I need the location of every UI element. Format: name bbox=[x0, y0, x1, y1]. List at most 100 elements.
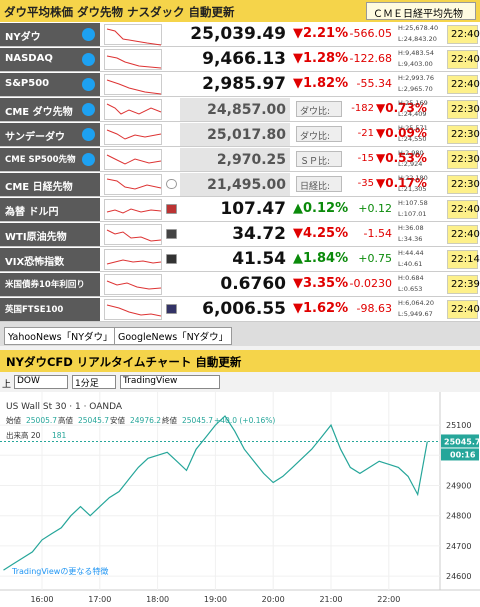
volume-label: 出来高 20 bbox=[6, 430, 41, 440]
change: -566.05 bbox=[349, 27, 392, 40]
change-pct: ▼1.82% bbox=[293, 76, 349, 91]
sparkline bbox=[104, 299, 162, 320]
low: L:40.61 bbox=[398, 260, 423, 268]
change: -15 bbox=[357, 153, 374, 164]
twitter-icon[interactable] bbox=[82, 28, 95, 41]
time: 22:40 bbox=[447, 25, 480, 44]
price: 25,039.49 bbox=[190, 24, 286, 44]
row-name: NASDAQ bbox=[0, 48, 100, 71]
change-pct: ▼1.28% bbox=[293, 51, 349, 66]
quote-row: CME 日経先物 21,495.00 日経比: -35 ▼0.17% H:22,180 L:… bbox=[0, 172, 480, 197]
side-label: 上 bbox=[2, 380, 12, 390]
time: 22:40 bbox=[447, 75, 480, 94]
high: H:2,993.76 bbox=[398, 74, 435, 82]
time: 22:30 bbox=[447, 125, 480, 144]
change-pct: ▼0.17% bbox=[376, 176, 427, 190]
x-tick-label: 18:00 bbox=[146, 595, 169, 604]
sparkline bbox=[104, 224, 162, 245]
link[interactable]: GoogleNews「NYダウ」 bbox=[114, 327, 233, 345]
change: +0.75 bbox=[358, 252, 392, 265]
time: 22:14 bbox=[447, 250, 480, 269]
sparkline bbox=[104, 274, 162, 295]
change: -1.54 bbox=[363, 227, 392, 240]
time: 22:40 bbox=[447, 300, 480, 319]
section-title: NYダウCFD リアルタイムチャート 自動更新 bbox=[6, 355, 242, 369]
price: 21,495.00 bbox=[180, 173, 290, 196]
section-bar: NYダウCFD リアルタイムチャート 自動更新 bbox=[0, 350, 480, 372]
low: L:9,403.00 bbox=[398, 60, 433, 68]
quote-row: NASDAQ 9,466.13 ▼1.28% -122.68 H:9,483.54 L:9… bbox=[0, 47, 480, 72]
sparkline bbox=[104, 174, 162, 195]
row-name: NYダウ bbox=[0, 23, 100, 46]
change: -0.0230 bbox=[349, 277, 392, 290]
sparkline bbox=[104, 249, 162, 270]
footer-link[interactable]: TradingViewの更なる特徴 bbox=[11, 566, 108, 576]
flag-icon bbox=[166, 229, 177, 239]
ohlc-value: 25045.7 bbox=[182, 416, 213, 425]
ohlc-label: 安値 bbox=[110, 415, 125, 425]
last-price: 25045.7 bbox=[444, 437, 480, 446]
quote-row: WTI原油先物 34.72 ▼4.25% -1.54 H:36.08 L:34.36 22:… bbox=[0, 222, 480, 247]
change: -122.68 bbox=[349, 52, 392, 65]
sparkline bbox=[104, 124, 162, 145]
quote-row: CME ダウ先物 24,857.00 ダウ比: -182 ▼0.73% H:25,169 L… bbox=[0, 97, 480, 122]
high: H:25,571 bbox=[398, 124, 428, 132]
source-select[interactable]: TradingView bbox=[120, 375, 220, 389]
flag-icon bbox=[166, 304, 177, 314]
nikkei-button[interactable]: ＣＭＥ日経平均先物 bbox=[366, 2, 476, 20]
compare-label: ＳＰ比: bbox=[296, 151, 342, 167]
low: L:107.01 bbox=[398, 210, 427, 218]
high: H:22,180 bbox=[398, 174, 428, 182]
price: 41.54 bbox=[232, 249, 286, 269]
symbol-select[interactable]: DOW bbox=[14, 375, 68, 389]
twitter-icon[interactable] bbox=[82, 53, 95, 66]
quote-row: 英国FTSE100 6,006.55 ▼1.62% -98.63 H:6,064.20 L… bbox=[0, 297, 480, 322]
twitter-icon[interactable] bbox=[82, 153, 95, 166]
row-name: 為替 ドル円 bbox=[0, 198, 100, 221]
change: -21 bbox=[357, 128, 374, 139]
link-bar: YahooNews「NYダウ」 GoogleNews「NYダウ」 bbox=[0, 322, 480, 346]
ohlc-value: 24976.2 bbox=[130, 416, 161, 425]
twitter-icon[interactable] bbox=[82, 103, 95, 116]
time: 22:39 bbox=[447, 275, 480, 294]
header-title: ダウ平均株価 ダウ先物 ナスダック 自動更新 bbox=[4, 5, 235, 19]
quote-row: 米国債券10年利回り 0.6760 ▼3.35% -0.0230 H:0.684 L:0.… bbox=[0, 272, 480, 297]
x-tick-label: 20:00 bbox=[262, 595, 285, 604]
time: 22:40 bbox=[447, 50, 480, 69]
compare-label: ダウ比: bbox=[296, 126, 342, 142]
change: -55.34 bbox=[356, 77, 392, 90]
row-name: サンデーダウ bbox=[0, 123, 100, 146]
twitter-icon[interactable] bbox=[82, 128, 95, 141]
quote-row: サンデーダウ 25,017.80 ダウ比: -21 ▼0.09% H:25,571 L:24… bbox=[0, 122, 480, 147]
quote-row: S&P500 2,985.97 ▼1.82% -55.34 H:2,993.76 L:2,… bbox=[0, 72, 480, 97]
low: L:2,965.70 bbox=[398, 85, 433, 93]
ohlc-label: 終値 bbox=[162, 415, 177, 425]
link[interactable]: YahooNews「NYダウ」 bbox=[4, 327, 117, 345]
low: L:24,550 bbox=[398, 135, 427, 143]
price: 9,466.13 bbox=[202, 49, 286, 69]
price: 2,985.97 bbox=[202, 74, 286, 94]
ohlc-value: 25005.7 bbox=[26, 416, 57, 425]
price-chart: 24600247002480024900250002510016:0017:00… bbox=[0, 392, 480, 607]
price: 107.47 bbox=[220, 199, 286, 219]
flag-icon bbox=[166, 179, 177, 189]
interval-select[interactable]: 1分足 bbox=[72, 375, 116, 389]
low: L:34.36 bbox=[398, 235, 423, 243]
low: L:0.653 bbox=[398, 285, 423, 293]
row-name: WTI原油先物 bbox=[0, 223, 100, 246]
high: H:2,980 bbox=[398, 149, 424, 157]
flag-icon bbox=[166, 254, 177, 264]
countdown-box bbox=[441, 448, 479, 461]
low: L:24,843.20 bbox=[398, 35, 437, 43]
twitter-icon[interactable] bbox=[82, 78, 95, 91]
row-name: 米国債券10年利回り bbox=[0, 273, 100, 296]
row-name: VIX恐怖指数 bbox=[0, 248, 100, 271]
price: 24,857.00 bbox=[180, 98, 290, 121]
sparkline bbox=[104, 49, 162, 70]
time: 22:30 bbox=[447, 100, 480, 119]
change-pct: ▲1.84% bbox=[293, 251, 349, 266]
y-tick-label: 24700 bbox=[446, 542, 471, 551]
row-name: CME ダウ先物 bbox=[0, 98, 100, 121]
high: H:44.44 bbox=[398, 249, 424, 257]
controls: 上 DOW 1分足 TradingView bbox=[0, 374, 480, 391]
